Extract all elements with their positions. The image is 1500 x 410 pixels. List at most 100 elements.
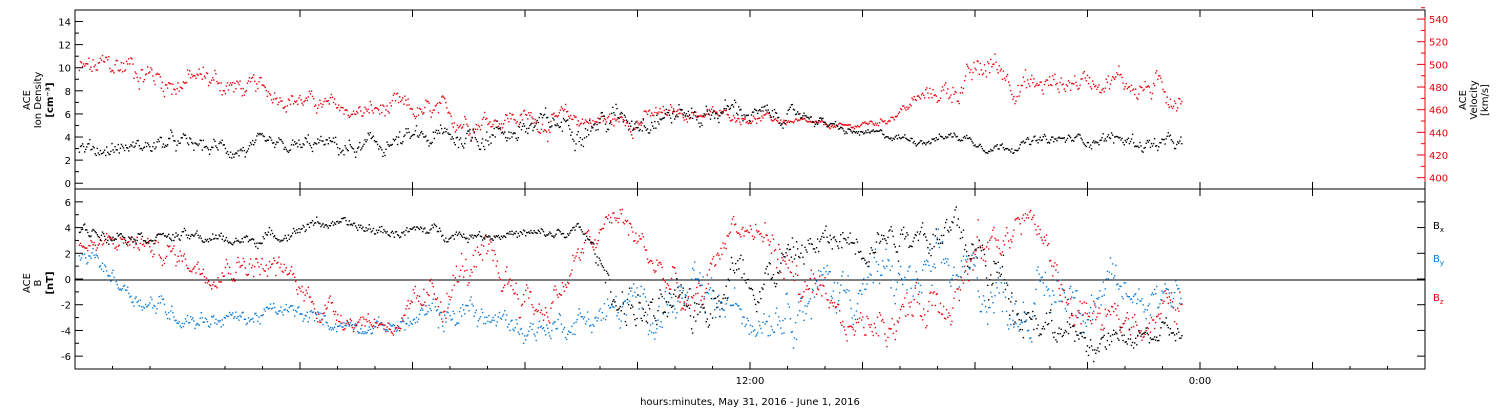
bz-point	[1076, 316, 1078, 319]
bx-point	[690, 328, 693, 330]
density-point	[395, 136, 398, 138]
bx-point	[577, 222, 579, 225]
density-point	[815, 121, 818, 124]
bz-point	[788, 259, 790, 261]
bz-point	[315, 312, 317, 314]
by-point	[585, 320, 588, 323]
bx-point	[575, 225, 577, 227]
by-point	[1048, 295, 1051, 297]
bz-point	[573, 260, 575, 262]
bz-point	[1084, 312, 1086, 314]
density-point	[578, 140, 580, 143]
density-point	[511, 136, 513, 138]
density-point	[497, 128, 500, 130]
by-point	[285, 303, 287, 306]
bz-point	[826, 298, 828, 301]
bx-point	[477, 233, 480, 236]
by-point	[551, 329, 553, 332]
density-point	[960, 139, 963, 141]
velocity-point	[184, 82, 187, 84]
bx-point	[152, 240, 154, 242]
by-point	[513, 330, 515, 332]
by-point	[216, 323, 218, 325]
density-point	[990, 148, 992, 151]
by-point	[861, 293, 863, 295]
bx-point	[368, 224, 370, 226]
density-point	[701, 124, 703, 127]
velocity-point	[889, 120, 891, 122]
velocity-point	[420, 108, 422, 111]
by-point	[936, 237, 938, 239]
velocity-point	[139, 77, 141, 79]
density-point	[393, 139, 396, 142]
by-point	[571, 325, 573, 328]
density-point	[633, 127, 635, 129]
density-point	[688, 114, 691, 116]
by-point	[1063, 292, 1065, 294]
density-point	[107, 151, 109, 153]
bz-point	[639, 238, 641, 240]
density-point	[445, 131, 447, 133]
bz-point	[471, 271, 473, 273]
velocity-point	[977, 60, 979, 63]
bz-point	[307, 286, 309, 289]
bz-point	[895, 330, 898, 332]
bz-point	[884, 333, 886, 335]
bz-point	[791, 261, 794, 263]
bz-point	[582, 252, 585, 254]
density-point	[131, 145, 133, 147]
bz-point	[509, 278, 511, 280]
by-point	[688, 288, 691, 291]
density-point	[303, 144, 305, 146]
by-point	[994, 295, 996, 297]
velocity-point	[86, 63, 88, 65]
bz-point	[683, 301, 685, 303]
bz-point	[890, 328, 892, 330]
density-point	[179, 142, 181, 144]
density-point	[276, 141, 278, 143]
bz-point	[557, 296, 559, 298]
density-point	[865, 130, 867, 132]
density-point	[957, 139, 959, 141]
bx-point	[437, 230, 440, 233]
by-point	[910, 287, 912, 289]
by-point	[1053, 294, 1055, 296]
density-point	[1039, 136, 1041, 139]
density-point	[918, 141, 921, 144]
bz-point	[985, 246, 988, 248]
bz-point	[876, 316, 879, 318]
density-point	[988, 150, 990, 153]
density-point	[373, 139, 376, 142]
bx-point	[140, 232, 143, 234]
by-point	[102, 270, 105, 273]
by-point	[969, 268, 971, 270]
bz-point	[783, 277, 785, 280]
bz-point	[655, 270, 657, 272]
by-point	[1178, 287, 1180, 290]
velocity-point	[223, 90, 225, 92]
bx-point	[254, 242, 256, 245]
bz-point	[538, 303, 540, 305]
bx-point	[620, 310, 622, 312]
density-point	[788, 108, 790, 111]
bz-point	[968, 280, 970, 282]
by-point	[364, 331, 366, 333]
bz-point	[575, 255, 577, 257]
bx-point	[90, 235, 92, 237]
velocity-point	[498, 123, 501, 125]
velocity-point	[996, 68, 998, 71]
velocity-point	[784, 120, 786, 122]
bz-point	[543, 314, 546, 316]
by-point	[1136, 302, 1138, 305]
bz-point	[534, 310, 536, 312]
by-point	[958, 286, 960, 288]
bz-point	[569, 275, 571, 277]
bz-point	[220, 281, 222, 283]
density-point	[1067, 134, 1070, 136]
by-point	[687, 297, 690, 300]
by-point	[607, 304, 610, 307]
velocity-point	[793, 120, 796, 122]
density-point	[207, 148, 210, 151]
bz-point	[998, 247, 1000, 250]
by-point	[436, 309, 439, 311]
